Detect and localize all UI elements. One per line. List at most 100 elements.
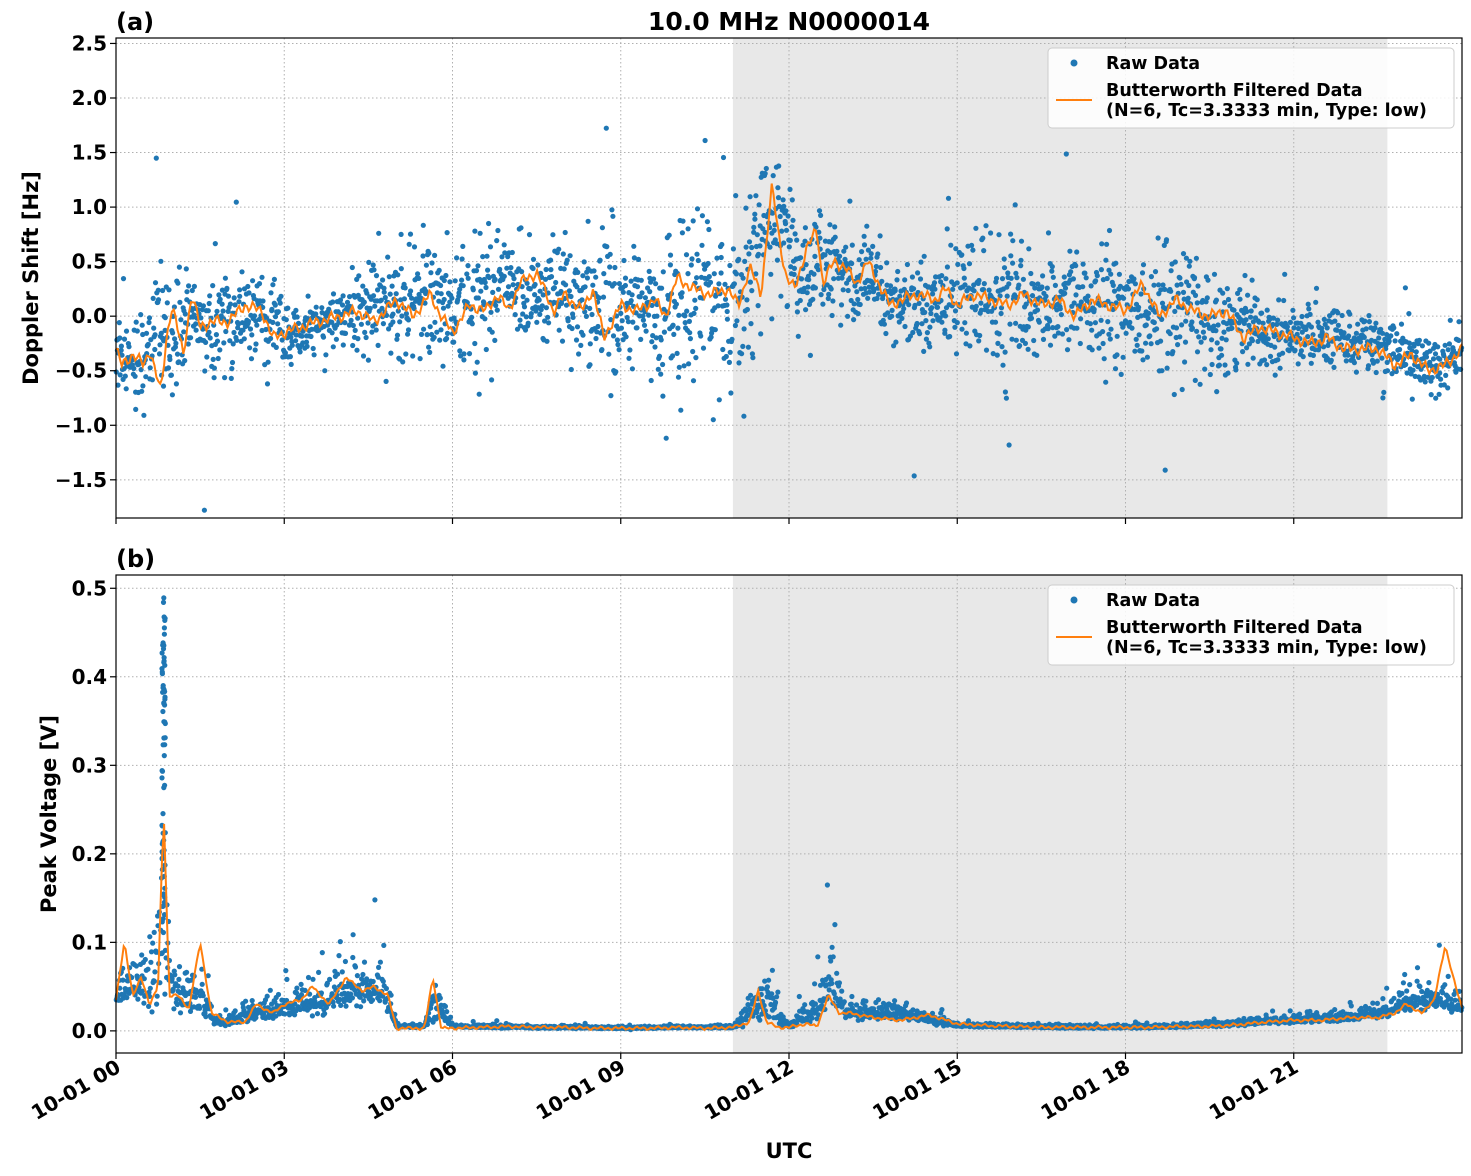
raw-data-point [1406,311,1411,316]
raw-data-point [1153,269,1158,274]
raw-data-point [1213,328,1218,333]
raw-data-point [395,272,400,277]
raw-data-point [1064,327,1069,332]
raw-data-point [1100,329,1105,334]
raw-data-point [124,329,129,334]
raw-data-point [766,1014,771,1019]
raw-data-point [1136,305,1141,310]
raw-data-point [766,978,771,983]
raw-data-point [483,285,488,290]
raw-data-point [1240,349,1245,354]
panel-a-legend-raw-label: Raw Data [1106,54,1200,74]
raw-data-point [809,1016,814,1021]
raw-data-point [680,219,685,224]
raw-data-point [838,323,843,328]
raw-data-point [502,274,507,279]
raw-data-point [407,242,412,247]
raw-data-point [1147,333,1152,338]
raw-data-point [982,281,987,286]
raw-data-point [621,258,626,263]
raw-data-point [390,312,395,317]
raw-data-point [1210,362,1215,367]
raw-data-point [298,349,303,354]
raw-data-point [734,271,739,276]
raw-data-point [575,270,580,275]
raw-data-point [894,277,899,282]
raw-data-point [330,330,335,335]
raw-data-point [438,327,443,332]
raw-data-point [781,204,786,209]
raw-data-point [1433,351,1438,356]
raw-data-point [685,271,690,276]
raw-data-point [242,336,247,341]
raw-data-point [496,287,501,292]
raw-data-point [749,245,754,250]
raw-data-point [661,269,666,274]
raw-data-point [569,367,574,372]
raw-data-point [775,258,780,263]
raw-data-point [371,293,376,298]
raw-data-point [527,232,532,237]
raw-data-point [1165,351,1170,356]
raw-data-point [149,1009,154,1014]
raw-data-point [260,298,265,303]
raw-data-point [1159,368,1164,373]
raw-data-point [748,194,753,199]
raw-data-point [1292,348,1297,353]
raw-data-point [606,352,611,357]
raw-data-point [460,244,465,249]
raw-data-point [790,197,795,202]
raw-data-point [250,998,255,1003]
raw-data-point [748,280,753,285]
raw-data-point [750,355,755,360]
raw-data-point [270,282,275,287]
raw-data-point [1299,348,1304,353]
raw-data-point [912,473,917,478]
raw-data-point [910,330,915,335]
raw-data-point [682,313,687,318]
raw-data-point [1187,264,1192,269]
raw-data-point [177,300,182,305]
raw-data-point [149,949,154,954]
raw-data-point [1375,359,1380,364]
raw-data-point [178,317,183,322]
raw-data-point [1265,308,1270,313]
raw-data-point [575,324,580,329]
raw-data-point [1237,287,1242,292]
panel-a-legend-raw-marker [1071,60,1078,67]
panel-a-legend: Raw Data Butterworth Filtered Data (N=6,… [1048,48,1454,128]
raw-data-point [382,290,387,295]
raw-data-point [1040,273,1045,278]
raw-data-point [424,263,429,268]
raw-data-point [152,979,157,984]
raw-data-point [1177,334,1182,339]
raw-data-point [1249,308,1254,313]
raw-data-point [522,304,527,309]
raw-data-point [728,350,733,355]
raw-data-point [374,273,379,278]
raw-data-point [448,1015,453,1020]
raw-data-point [478,289,483,294]
raw-data-point [1329,358,1334,363]
raw-data-point [752,217,757,222]
raw-data-point [1114,352,1119,357]
raw-data-point [390,284,395,289]
raw-data-point [642,323,647,328]
raw-data-point [797,994,802,999]
raw-data-point [1092,307,1097,312]
raw-data-point [338,939,343,944]
raw-data-point [624,334,629,339]
raw-data-point [350,995,355,1000]
raw-data-point [878,265,883,270]
raw-data-point [1397,347,1402,352]
raw-data-point [310,1013,315,1018]
raw-data-point [733,323,738,328]
raw-data-point [1163,468,1168,473]
raw-data-point [484,254,489,259]
raw-data-point [1268,354,1273,359]
raw-data-point [1262,357,1267,362]
raw-data-point [1399,322,1404,327]
raw-data-point [556,247,561,252]
raw-data-point [847,199,852,204]
raw-data-point [869,251,874,256]
